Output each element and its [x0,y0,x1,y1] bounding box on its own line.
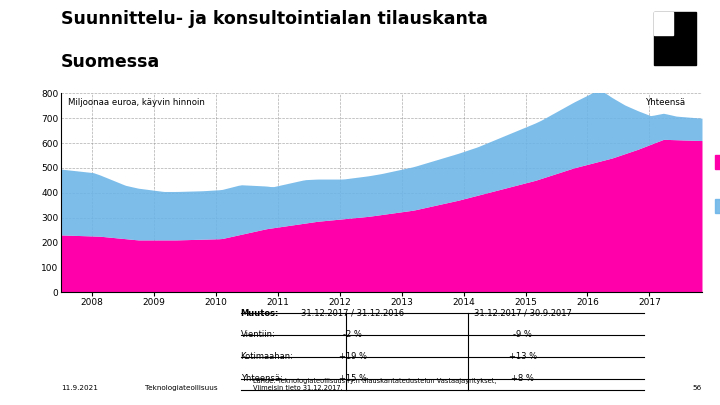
Bar [654,12,696,65]
Text: Yhteensä: Yhteensä [646,98,686,107]
Text: Lähde: Teknologiateollisuus ry:n tilauskantatedustelun Vastaajayritykset,
Viimei: Lähde: Teknologiateollisuus ry:n tilausk… [253,378,497,391]
Text: +13 %: +13 % [508,352,536,361]
Text: 11.9.2021: 11.9.2021 [61,385,98,391]
Text: Suomessa: Suomessa [61,53,161,71]
Text: Vientiin:: Vientiin: [240,330,275,339]
Text: +15 %: +15 % [339,374,366,383]
Bar [715,155,720,169]
Text: Teknologiateollisuus: Teknologiateollisuus [145,385,217,391]
Text: Muutos:: Muutos: [240,309,279,318]
Text: 31.12.2017 / 31.12.2016: 31.12.2017 / 31.12.2016 [301,309,405,318]
Text: Suunnittelu- ja konsultointialan tilauskanta: Suunnittelu- ja konsultointialan tilausk… [61,10,488,28]
Text: +19 %: +19 % [339,352,366,361]
Text: -2 %: -2 % [343,330,362,339]
Text: Yhteensä:: Yhteensä: [240,374,282,383]
Text: Kotimaahan:: Kotimaahan: [240,352,294,361]
Text: -9 %: -9 % [513,330,532,339]
Text: 56: 56 [693,385,702,391]
Text: +8 %: +8 % [511,374,534,383]
Text: 31.12.2017 / 30.9.2017: 31.12.2017 / 30.9.2017 [474,309,572,318]
Bar [715,199,720,213]
Text: Miljoonaa euroa, käyvin hinnoin: Miljoonaa euroa, käyvin hinnoin [68,98,204,107]
Bar [654,12,673,34]
